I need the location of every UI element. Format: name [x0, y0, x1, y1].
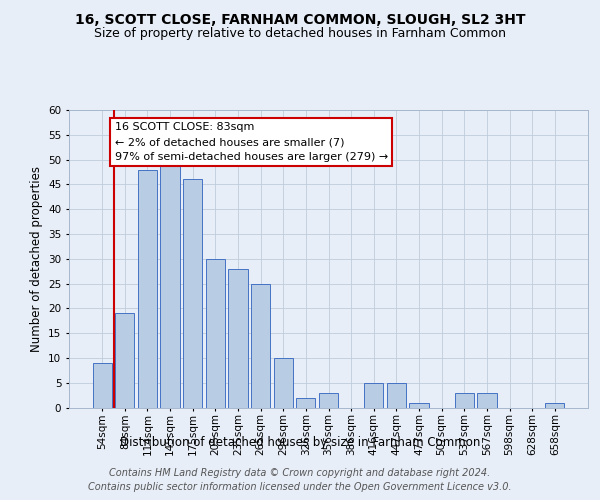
Text: Size of property relative to detached houses in Farnham Common: Size of property relative to detached ho…: [94, 28, 506, 40]
Bar: [409, 402, 428, 407]
Y-axis label: Number of detached properties: Number of detached properties: [29, 166, 43, 352]
Text: Contains HM Land Registry data © Crown copyright and database right 2024.: Contains HM Land Registry data © Crown c…: [109, 468, 491, 477]
Bar: [545, 402, 565, 407]
Bar: [115, 314, 134, 408]
Text: Contains public sector information licensed under the Open Government Licence v3: Contains public sector information licen…: [88, 482, 512, 492]
Text: 16 SCOTT CLOSE: 83sqm
← 2% of detached houses are smaller (7)
97% of semi-detach: 16 SCOTT CLOSE: 83sqm ← 2% of detached h…: [115, 122, 388, 162]
Bar: [319, 392, 338, 407]
Bar: [364, 382, 383, 407]
Bar: [477, 392, 497, 407]
Bar: [138, 170, 157, 408]
Bar: [455, 392, 474, 407]
Bar: [251, 284, 270, 408]
Bar: [92, 363, 112, 408]
Bar: [183, 180, 202, 408]
Text: 16, SCOTT CLOSE, FARNHAM COMMON, SLOUGH, SL2 3HT: 16, SCOTT CLOSE, FARNHAM COMMON, SLOUGH,…: [75, 12, 525, 26]
Bar: [274, 358, 293, 408]
Bar: [387, 382, 406, 407]
Bar: [160, 160, 180, 408]
Bar: [229, 268, 248, 407]
Text: Distribution of detached houses by size in Farnham Common: Distribution of detached houses by size …: [120, 436, 480, 449]
Bar: [206, 259, 225, 408]
Bar: [296, 398, 316, 407]
